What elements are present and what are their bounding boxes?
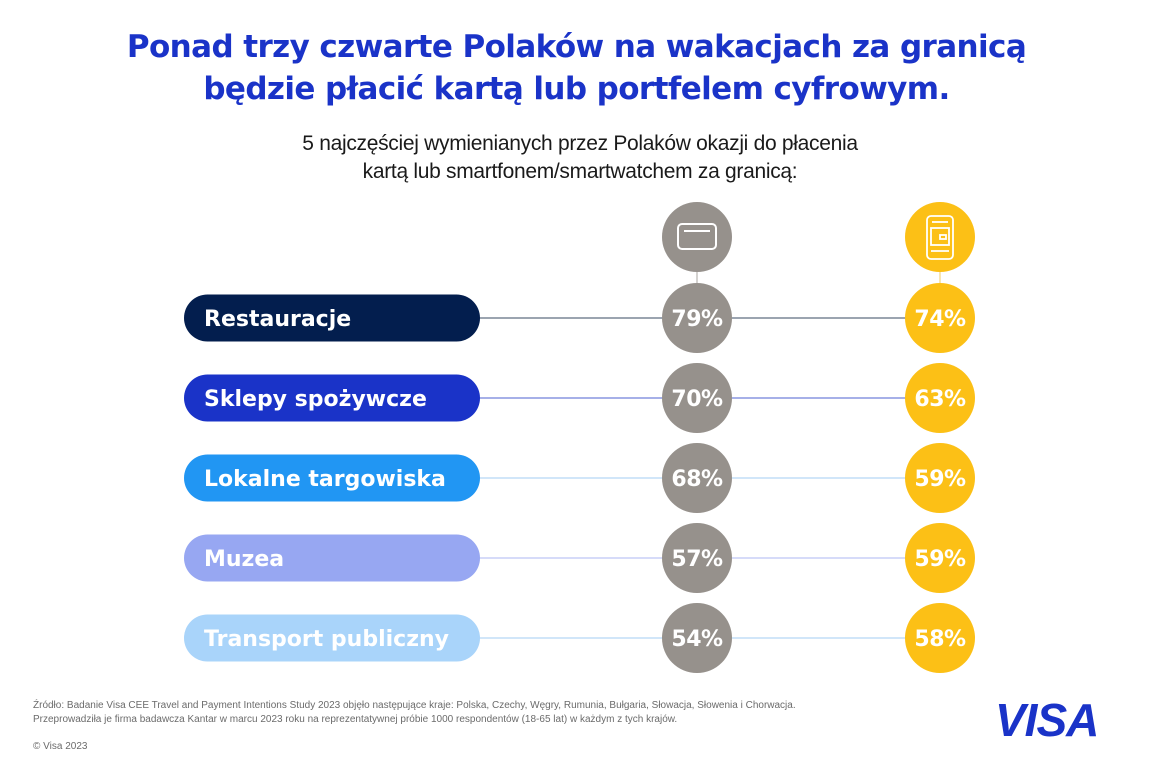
phone-value-label: 74%	[914, 307, 966, 332]
card-header-circle	[662, 202, 732, 272]
copyright: © Visa 2023	[33, 741, 88, 752]
category-pill	[184, 534, 480, 582]
card-value-label: 70%	[671, 387, 723, 412]
card-value-circle	[662, 603, 732, 673]
subtitle-line-1: 5 najczęściej wymienianych przez Polaków…	[302, 132, 858, 155]
chart-row: Lokalne targowiska 68% 59%	[184, 443, 975, 513]
visa-logo: VISA	[995, 698, 1099, 742]
category-label: Transport publiczny	[204, 627, 449, 652]
visa-logo-text: VISA	[995, 698, 1098, 742]
card-column-header	[662, 202, 732, 285]
phone-value-circle	[905, 283, 975, 353]
chart-row: Sklepy spożywcze 70% 63%	[184, 363, 975, 433]
category-label: Lokalne targowiska	[204, 467, 446, 492]
card-value-label: 57%	[671, 547, 723, 572]
source-note-line-1: Źródło: Badanie Visa CEE Travel and Paym…	[33, 700, 796, 711]
chart-subtitle: 5 najczęściej wymienianych przez Polaków…	[0, 130, 1153, 186]
subtitle-line-2: kartą lub smartfonem/smartwatchem za gra…	[362, 160, 798, 183]
card-value-circle	[662, 283, 732, 353]
credit-card-icon	[677, 223, 717, 250]
phone-value-label: 63%	[914, 387, 966, 412]
card-value-label: 54%	[671, 627, 723, 652]
category-pill	[184, 614, 480, 662]
page-title: Ponad trzy czwarte Polaków na wakacjach …	[0, 26, 1153, 110]
category-pill	[184, 454, 480, 502]
phone-value-circle	[905, 603, 975, 673]
title-line-1: Ponad trzy czwarte Polaków na wakacjach …	[126, 29, 1027, 65]
chart-row: Muzea 57% 59%	[184, 523, 975, 593]
category-label: Sklepy spożywcze	[204, 387, 427, 412]
chart-row: Transport publiczny 54% 58%	[184, 603, 975, 673]
phone-wallet-icon	[926, 215, 954, 260]
title-line-2: będzie płacić kartą lub portfelem cyfrow…	[203, 71, 950, 107]
category-pill	[184, 294, 480, 342]
chart: Restauracje 79% 74% Sklepy spożywcze 70% 63% L…	[184, 202, 975, 673]
card-value-circle	[662, 523, 732, 593]
phone-value-label: 59%	[914, 547, 966, 572]
phone-value-circle	[905, 443, 975, 513]
phone-value-label: 59%	[914, 467, 966, 492]
phone-value-label: 58%	[914, 627, 966, 652]
category-label: Muzea	[204, 547, 284, 572]
card-value-label: 79%	[671, 307, 723, 332]
phone-value-circle	[905, 363, 975, 433]
phone-column-header	[905, 202, 975, 285]
source-note-line-2: Przeprowadziła je firma badawcza Kantar …	[33, 714, 678, 725]
category-pill	[184, 374, 480, 422]
chart-row: Restauracje 79% 74%	[184, 283, 975, 353]
card-value-circle	[662, 443, 732, 513]
card-value-label: 68%	[671, 467, 723, 492]
card-value-circle	[662, 363, 732, 433]
footer: Źródło: Badanie Visa CEE Travel and Paym…	[33, 699, 796, 754]
phone-value-circle	[905, 523, 975, 593]
category-label: Restauracje	[204, 307, 351, 332]
